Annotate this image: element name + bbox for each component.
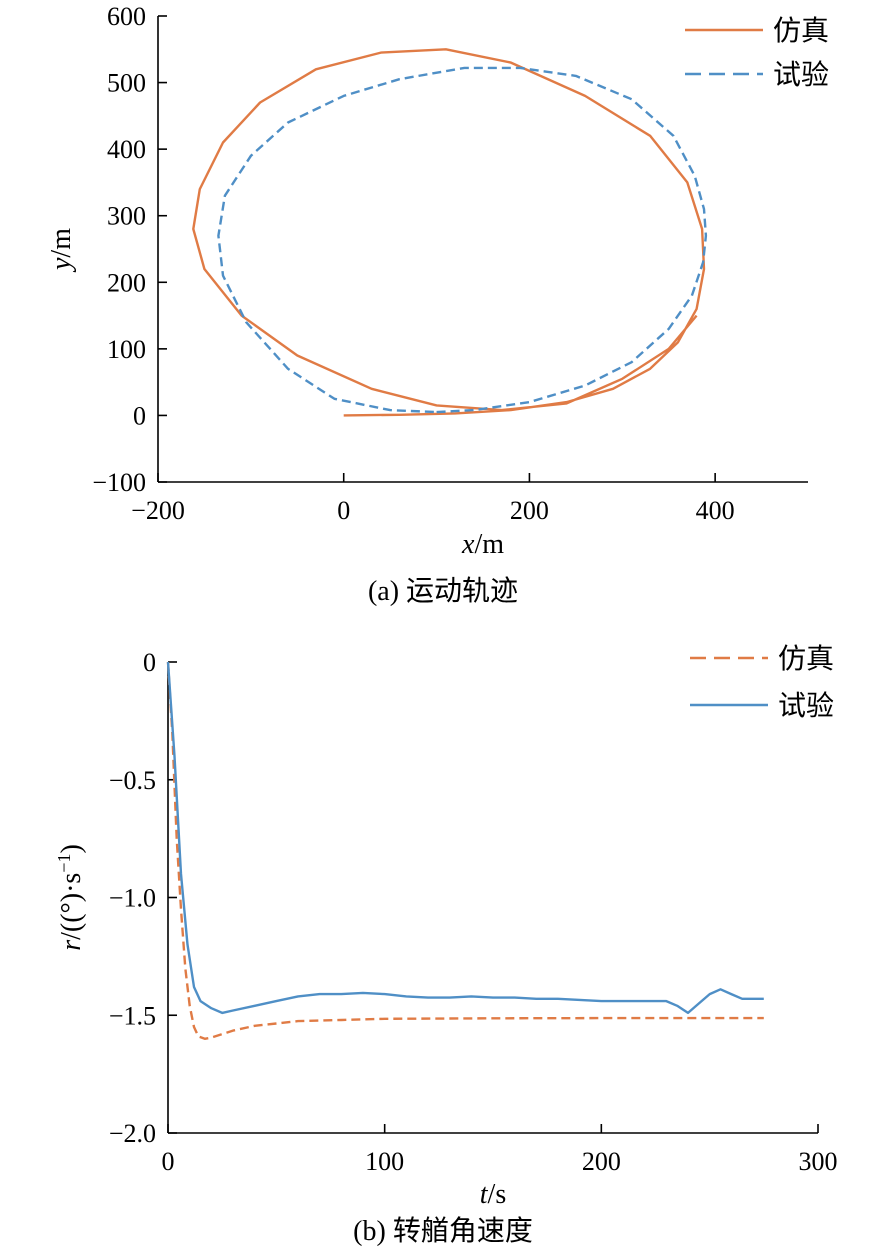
y-tick-label: −2.0: [109, 1119, 156, 1148]
x-tick-label: 400: [696, 496, 735, 525]
x-tick-label: 0: [337, 496, 350, 525]
legend-label: 试验: [778, 690, 834, 722]
y-tick-label: 500: [107, 69, 146, 98]
y-tick-label: 0: [133, 401, 146, 430]
legend-label: 试验: [773, 59, 829, 91]
y-axis-label: r/((°)·s−1): [54, 844, 87, 951]
y-tick-label: 100: [107, 335, 146, 364]
y-axis-unit-exponent: −1: [54, 854, 74, 873]
y-tick-label: 400: [107, 135, 146, 164]
x-axis-unit: /m: [474, 529, 504, 560]
legend-label: 仿真: [778, 643, 834, 675]
chart-yaw-rate: 0−0.5−1.0−1.5−2.00 100 200 300t/sr/((°)·s−1…: [54, 643, 838, 1247]
y-axis-unit: /((°)·s: [56, 873, 87, 940]
legend-label: 仿真: [773, 15, 829, 47]
x-tick-label: 300: [799, 1147, 838, 1176]
y-axis-unit: /m: [46, 228, 77, 258]
y-axis-variable: y: [46, 257, 77, 273]
figure-caption: (b) 转艏角速度: [353, 1215, 533, 1247]
x-tick-label: 200: [510, 496, 549, 525]
x-tick-label: 100: [365, 1147, 404, 1176]
y-tick-label: 300: [107, 202, 146, 231]
x-tick-label: 0: [162, 1147, 175, 1176]
y-tick-label: 600: [107, 2, 146, 31]
y-tick-label: −1.5: [109, 1001, 156, 1030]
series-line-simulation: [166, 661, 764, 1040]
series-line-simulation: [192, 48, 706, 417]
x-tick-label: −200: [131, 496, 185, 525]
y-axis-variable: r: [56, 940, 87, 951]
y-axis-unit-close: ): [56, 844, 87, 853]
series-line-experiment: [166, 661, 764, 1015]
y-tick-label: −1.0: [109, 884, 156, 913]
y-axis-label: y/m: [46, 228, 77, 273]
x-axis-variable: t: [480, 1179, 489, 1210]
figure-caption: (a) 运动轨迹: [368, 575, 518, 607]
x-axis-label: t/s: [480, 1179, 506, 1210]
y-tick-label: −0.5: [109, 766, 156, 795]
y-tick-label: 0: [143, 648, 156, 677]
x-axis-variable: x: [461, 529, 475, 560]
x-axis-label: x/m: [461, 529, 504, 560]
y-tick-label: −100: [92, 468, 146, 497]
x-axis-unit: /s: [488, 1179, 507, 1210]
series-line-experiment: [217, 66, 708, 414]
x-tick-label: 200: [582, 1147, 621, 1176]
y-tick-label: 200: [107, 268, 146, 297]
